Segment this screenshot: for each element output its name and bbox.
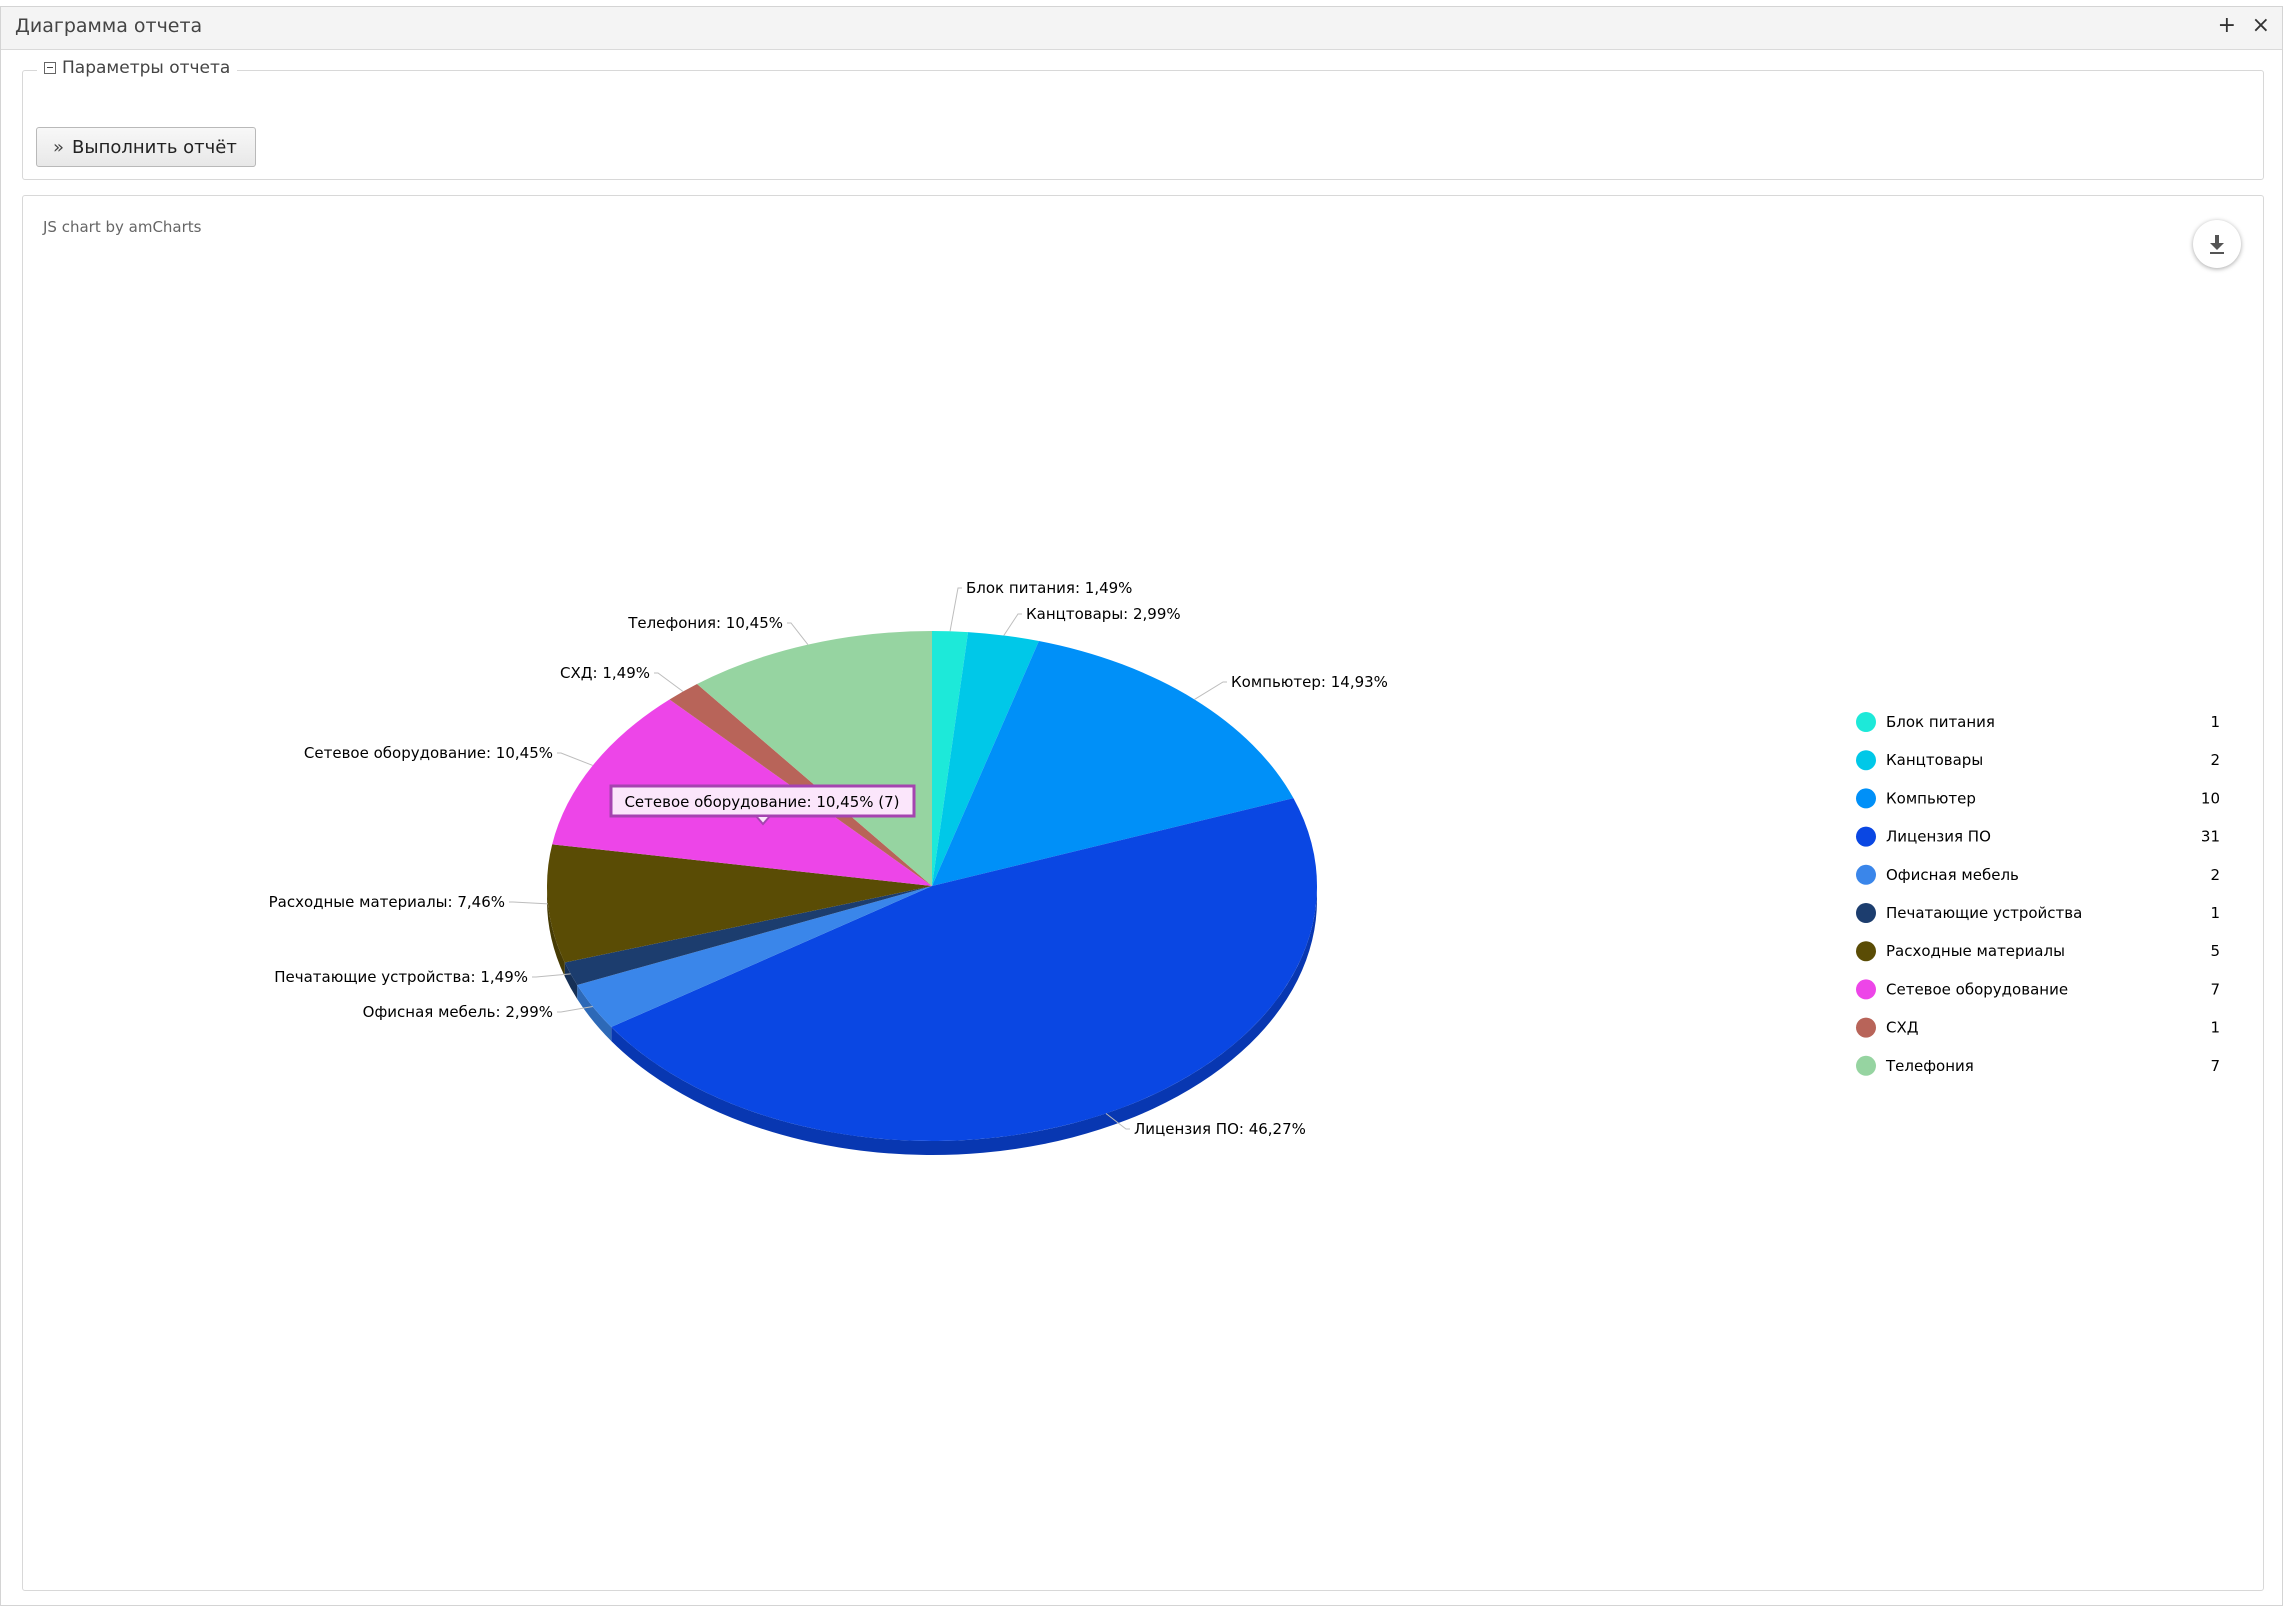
slice-label-канцтовары: Канцтовары: 2,99%	[1026, 605, 1181, 623]
double-chevron-right-icon: »	[53, 136, 65, 158]
pie-slice-телефония[interactable]	[697, 631, 932, 886]
tooltip-text: Сетевое оборудование: 10,45% (7)	[624, 793, 899, 811]
legend-marker-телефония[interactable]	[1856, 1055, 1876, 1076]
leader-line-канцтовары	[1003, 613, 1022, 636]
slice-label-расходные-материалы: Расходные материалы: 7,46%	[269, 893, 505, 911]
legend-label-канцтовары[interactable]: Канцтовары	[1886, 751, 1983, 769]
slice-label-компьютер: Компьютер: 14,93%	[1231, 673, 1388, 691]
legend-marker-компьютер[interactable]	[1856, 788, 1876, 809]
pie-slice-side-офисная-мебель	[577, 984, 612, 1042]
legend-label-компьютер[interactable]: Компьютер	[1886, 789, 1976, 807]
parameters-toggle[interactable]: Параметры отчета	[37, 58, 238, 78]
pie-slice-side-печатающие-устройства	[564, 962, 578, 999]
legend-value-офисная-мебель: 2	[2210, 866, 2220, 884]
collapse-icon[interactable]	[44, 62, 56, 74]
leader-line-лицензия-по	[1105, 1113, 1130, 1130]
legend-label-печатающие-устройства[interactable]: Печатающие устройства	[1886, 904, 2082, 922]
chart-panel: JS chart by amCharts	[22, 195, 2264, 1591]
pie-slice-лицензия-по[interactable]	[611, 798, 1317, 1142]
legend-label-схд[interactable]: СХД	[1886, 1019, 1918, 1037]
leader-line-телефония	[787, 622, 809, 645]
slice-label-печатающие-устройства: Печатающие устройства: 1,49%	[274, 968, 528, 986]
pie-chart	[546, 631, 1317, 1156]
legend-label-сетевое-оборудование[interactable]: Сетевое оборудование	[1886, 980, 2068, 998]
legend-value-печатающие-устройства: 1	[2210, 904, 2220, 922]
slice-label-телефония: Телефония: 10,45%	[627, 614, 783, 632]
pie-slice-печатающие-устройства[interactable]	[564, 886, 932, 985]
legend-marker-расходные-материалы[interactable]	[1856, 941, 1876, 962]
pie-labels: Блок питания: 1,49% Канцтовары: 2,99% Комп…	[269, 579, 1388, 1138]
pie-slice-расходные-материалы[interactable]	[546, 844, 932, 963]
legend-marker-канцтовары[interactable]	[1856, 750, 1876, 771]
chart-tooltip: Сетевое оборудование: 10,45% (7)	[609, 784, 916, 826]
pie-slice-компьютер[interactable]	[932, 641, 1294, 886]
legend-value-схд: 1	[2210, 1019, 2220, 1037]
slice-label-лицензия-по: Лицензия ПО: 46,27%	[1134, 1120, 1306, 1138]
plus-icon[interactable]: +	[2217, 13, 2236, 38]
legend-marker-лицензия-по[interactable]	[1856, 826, 1876, 847]
slice-label-схд: СХД: 1,49%	[560, 664, 650, 682]
window-title: Диаграмма отчета	[15, 15, 203, 37]
amcharts-credit-link[interactable]: JS chart by amCharts	[43, 218, 202, 236]
pie-slice-офисная-мебель[interactable]	[577, 886, 932, 1028]
run-report-button[interactable]: » Выполнить отчёт	[36, 127, 256, 167]
legend-label-блок-питания[interactable]: Блок питания	[1886, 713, 1995, 731]
leader-line-печатающие-устройства	[532, 973, 571, 978]
legend-marker-схд[interactable]	[1856, 1017, 1876, 1038]
pie-slice-side-расходные-материалы	[547, 886, 565, 977]
chart-legend: Блок питания 1 Канцтовары 2 Компьютер 10 Лицен…	[1856, 712, 2220, 1076]
legend-marker-печатающие-устройства[interactable]	[1856, 903, 1876, 923]
legend-value-канцтовары: 2	[2210, 751, 2220, 769]
leader-line-компьютер	[1194, 681, 1227, 700]
legend-marker-блок-питания[interactable]	[1856, 712, 1876, 732]
legend-marker-офисная-мебель[interactable]	[1856, 864, 1876, 885]
legend-label-офисная-мебель[interactable]: Офисная мебель	[1886, 866, 2019, 884]
legend-value-компьютер: 10	[2201, 789, 2220, 807]
report-parameters-fieldset: Параметры отчета » Выполнить отчёт	[22, 58, 2264, 180]
legend-value-блок-питания: 1	[2210, 713, 2220, 731]
legend-label-лицензия-по[interactable]: Лицензия ПО	[1886, 828, 1991, 846]
legend-label-расходные-материалы[interactable]: Расходные материалы	[1886, 942, 2065, 960]
leader-line-блок-питания	[949, 587, 962, 632]
legend-value-лицензия-по: 31	[2201, 828, 2220, 846]
pie-slice-блок-питания[interactable]	[932, 631, 969, 886]
parameters-legend: Параметры отчета	[62, 58, 231, 78]
leader-line-сетевое-оборудование	[557, 752, 593, 766]
window-titlebar: Диаграмма отчета + ×	[1, 7, 2282, 50]
legend-value-расходные-материалы: 5	[2210, 942, 2220, 960]
slice-label-офисная-мебель: Офисная мебель: 2,99%	[363, 1003, 553, 1021]
slice-label-блок-питания: Блок питания: 1,49%	[966, 579, 1132, 597]
legend-label-телефония[interactable]: Телефония	[1885, 1057, 1974, 1075]
leader-line-схд	[654, 672, 684, 692]
leader-line-офисная-мебель	[557, 1006, 593, 1013]
slice-label-сетевое-оборудование: Сетевое оборудование: 10,45%	[304, 744, 553, 762]
leader-line-расходные-материалы	[509, 901, 548, 905]
close-icon[interactable]: ×	[2251, 13, 2270, 38]
legend-value-сетевое-оборудование: 7	[2210, 980, 2220, 998]
run-report-label: Выполнить отчёт	[72, 136, 237, 158]
legend-marker-сетевое-оборудование[interactable]	[1856, 979, 1876, 1000]
export-button[interactable]	[2193, 220, 2241, 268]
pie-slice-канцтовары[interactable]	[932, 632, 1039, 886]
download-icon	[2210, 235, 2224, 254]
legend-value-телефония: 7	[2210, 1057, 2220, 1075]
